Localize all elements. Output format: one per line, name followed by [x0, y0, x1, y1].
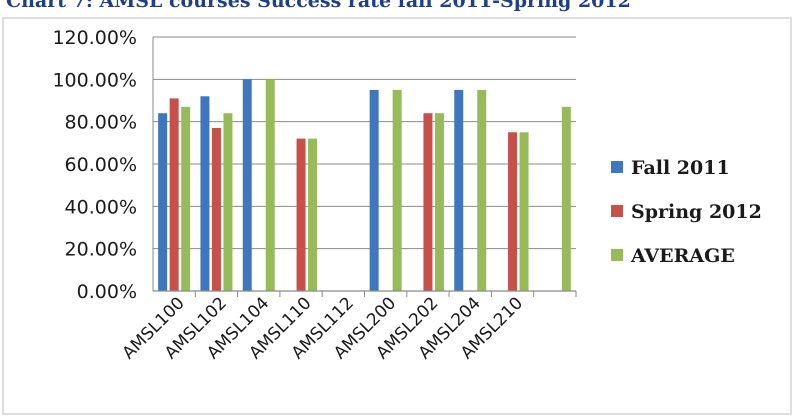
y-tick-label: 0.00% [77, 281, 137, 303]
legend-swatch [611, 205, 623, 217]
bar [423, 113, 433, 291]
bar [211, 128, 221, 291]
legend: Fall 2011 Spring 2012 AVERAGE [611, 157, 762, 267]
bar [392, 89, 402, 292]
bar [561, 106, 571, 291]
bar [158, 113, 168, 291]
bar [308, 138, 318, 291]
legend-label: Spring 2012 [631, 201, 762, 223]
bar [519, 132, 529, 291]
y-tick-label: 80.00% [65, 112, 137, 134]
bar [169, 98, 179, 291]
y-tick-label: 20.00% [65, 239, 137, 261]
bar [265, 79, 275, 291]
bar [242, 79, 252, 291]
bar [477, 89, 487, 292]
bar [508, 132, 518, 291]
y-tick-label: 120.00% [52, 27, 137, 49]
x-axis-ticks: AMSL100AMSL102AMSL104AMSL110AMSL112AMSL2… [119, 293, 527, 363]
bar [200, 96, 210, 292]
bar [223, 113, 233, 291]
legend-label: Fall 2011 [631, 157, 730, 179]
bar [296, 138, 306, 291]
legend-swatch [611, 161, 623, 173]
y-axis-ticks: 0.00% 20.00% 40.00% 60.00% 80.00% 100.00% 120.… [52, 27, 137, 303]
chart-frame [2, 17, 792, 415]
bar [369, 89, 379, 292]
bar [434, 113, 444, 291]
y-tick-label: 60.00% [65, 154, 137, 176]
axes [152, 37, 577, 297]
bar [454, 89, 464, 292]
chart-title: Chart 7: AMSL courses Success rate fall … [6, 0, 631, 12]
legend-label: AVERAGE [630, 245, 735, 267]
legend-swatch [611, 249, 623, 261]
y-tick-label: 100.00% [52, 69, 137, 91]
y-tick-label: 40.00% [65, 196, 137, 218]
bars [158, 79, 571, 292]
bar [181, 106, 191, 291]
